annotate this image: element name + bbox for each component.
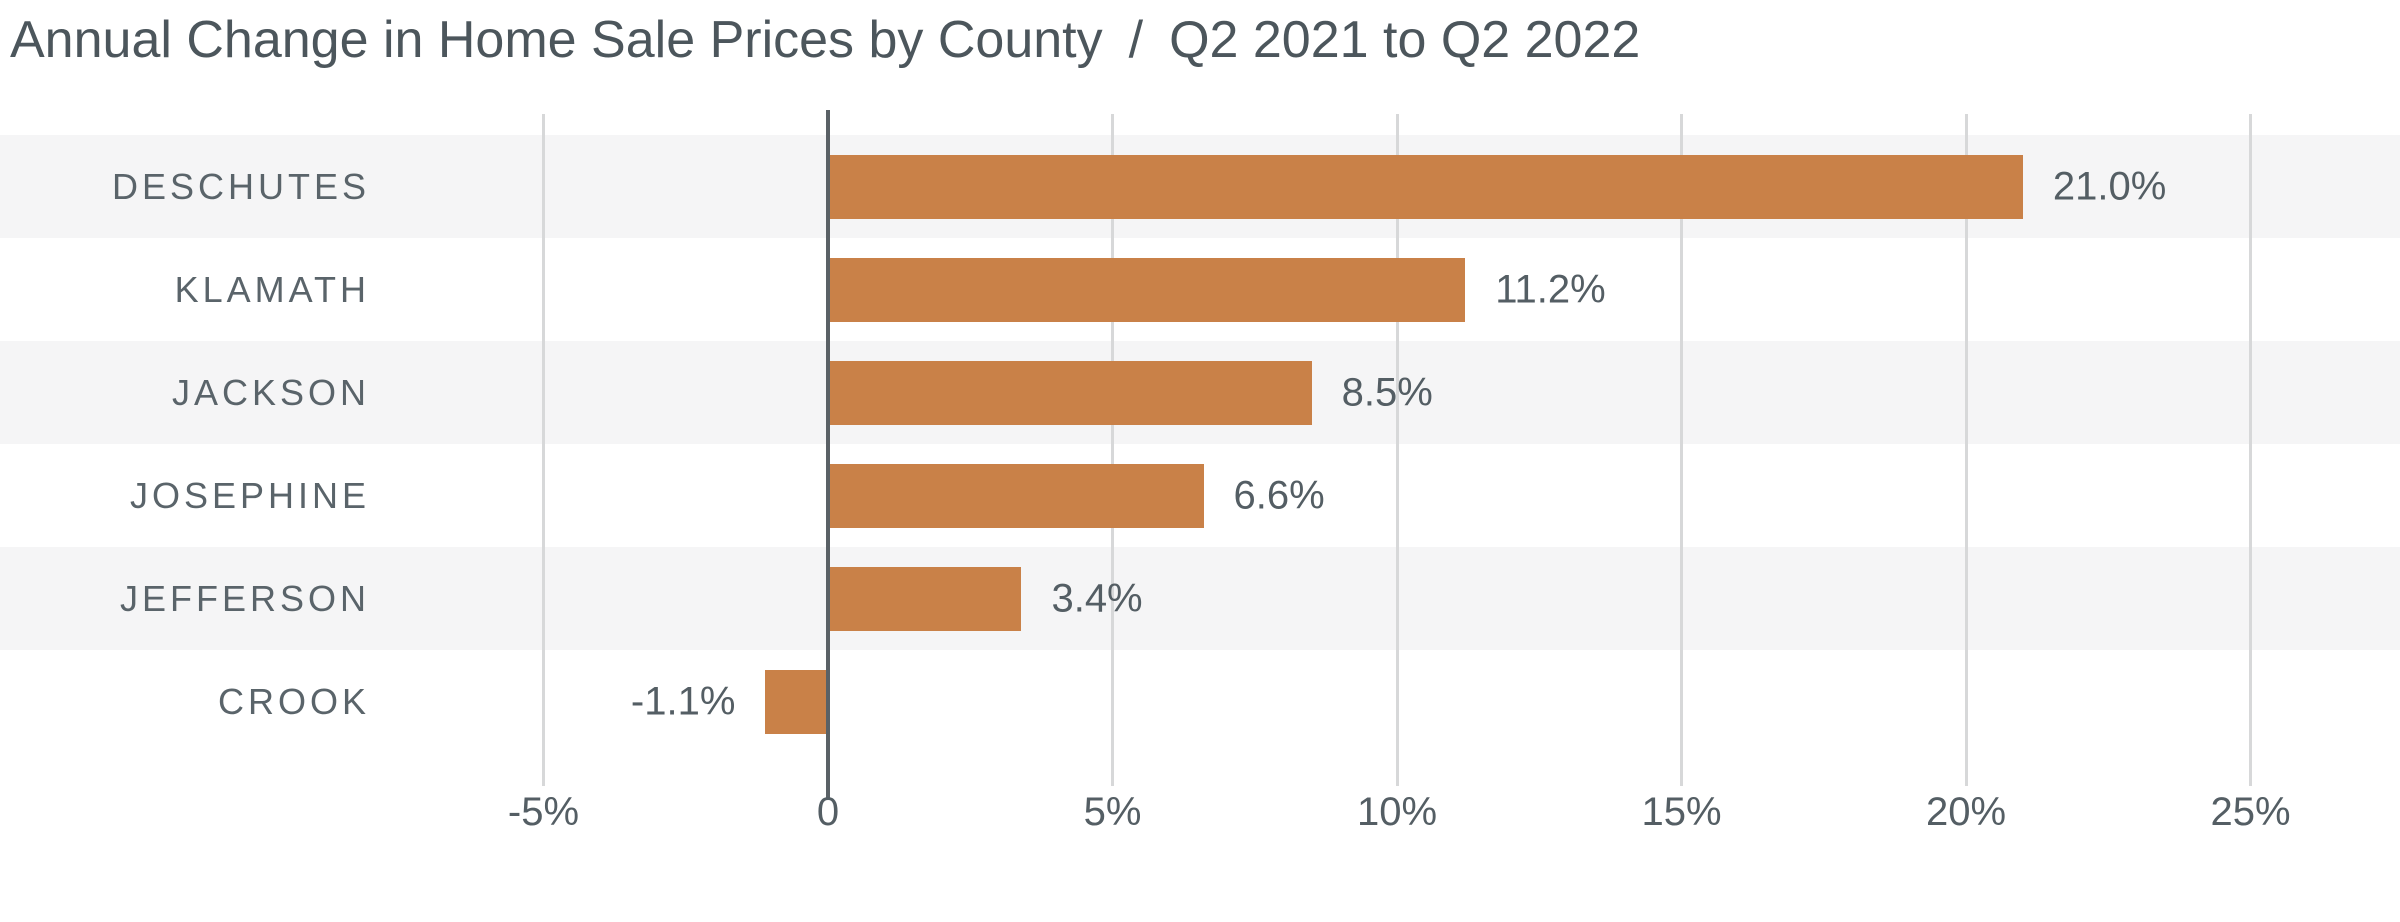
value-label-jackson: 8.5%: [1341, 370, 1433, 414]
chart-title-separator: /: [1128, 11, 1144, 69]
value-label-deschutes: 21.0%: [2052, 164, 2167, 208]
value-label-crook: -1.1%: [630, 679, 736, 723]
gridline: [2249, 114, 2252, 786]
value-label-josephine: 6.6%: [1233, 473, 1325, 517]
category-label-klamath: KLAMATH: [174, 268, 370, 310]
chart-title-main: Annual Change in Home Sale Prices by Cou…: [10, 11, 1103, 69]
bar-klamath: [828, 257, 1466, 322]
gridline: [542, 114, 545, 786]
chart-title-period: Q2 2021 to Q2 2022: [1169, 11, 1641, 69]
gridline: [1964, 114, 1968, 786]
x-tick-label: -5%: [507, 790, 580, 834]
x-tick-label: 10%: [1356, 790, 1438, 834]
bar-jefferson: [828, 566, 1022, 631]
zero-axis-line: [826, 110, 830, 798]
category-label-jefferson: JEFFERSON: [119, 577, 370, 619]
gridline: [1395, 114, 1399, 786]
bar-deschutes: [828, 154, 2023, 219]
x-tick-label: 0: [816, 790, 840, 834]
bar-josephine: [828, 463, 1204, 528]
category-label-deschutes: DESCHUTES: [111, 165, 370, 207]
gridline: [1111, 114, 1114, 786]
chart-title: Annual Change in Home Sale Prices by Cou…: [10, 8, 1640, 73]
gridline: [1680, 114, 1683, 786]
bar-jackson: [828, 360, 1312, 425]
x-tick-label: 15%: [1641, 790, 1722, 834]
row-band: [0, 547, 2400, 650]
x-tick-label: 5%: [1083, 790, 1142, 834]
category-label-jackson: JACKSON: [171, 371, 370, 413]
x-tick-label: 20%: [1925, 790, 2007, 834]
category-label-josephine: JOSEPHINE: [129, 474, 370, 516]
value-label-jefferson: 3.4%: [1051, 576, 1143, 620]
x-tick-label: 25%: [2210, 790, 2291, 834]
bar-crook: [765, 669, 828, 734]
value-label-klamath: 11.2%: [1495, 267, 1606, 311]
category-label-crook: CROOK: [217, 680, 370, 722]
